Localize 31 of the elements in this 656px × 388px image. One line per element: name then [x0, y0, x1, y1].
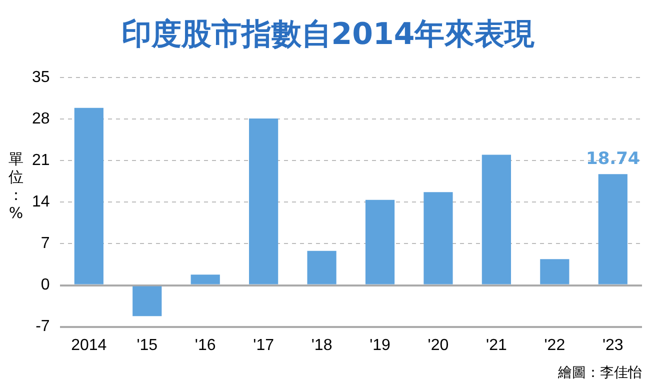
bar: [540, 259, 570, 284]
x-tick-label: '21: [486, 336, 507, 354]
x-tick-label: '23: [602, 336, 624, 354]
bar: [365, 200, 395, 284]
chart-title: 印度股市指數自2014年來表現: [120, 16, 536, 54]
bar: [190, 274, 220, 284]
x-tick-label: '19: [370, 336, 391, 354]
y-tick-label: 28: [32, 110, 50, 128]
data-label: 18.74: [586, 149, 640, 169]
bar: [249, 118, 278, 284]
x-tick-label: 2014: [71, 336, 107, 354]
y-tick-label: 7: [40, 235, 50, 252]
x-tick-label: '15: [136, 336, 158, 354]
x-tick-label: '16: [194, 336, 216, 354]
x-tick-label: '22: [544, 336, 566, 354]
text: 繪圖：李佳怡: [558, 364, 642, 382]
bar: [598, 174, 628, 284]
y-tick-label: 0: [40, 276, 50, 294]
bar: [74, 108, 104, 284]
y-tick-label: -7: [36, 318, 50, 336]
x-tick-label: '20: [428, 336, 449, 354]
y-axis-title: 單位：%: [8, 150, 24, 222]
bar: [132, 286, 162, 316]
bar: [482, 154, 512, 284]
y-tick-label: 21: [32, 152, 50, 170]
y-tick-label: 35: [32, 69, 50, 86]
bar: [307, 250, 336, 284]
x-tick-label: '18: [311, 336, 332, 354]
bar: [424, 192, 453, 284]
y-tick-label: 14: [32, 194, 50, 211]
x-tick-label: '17: [253, 336, 274, 354]
